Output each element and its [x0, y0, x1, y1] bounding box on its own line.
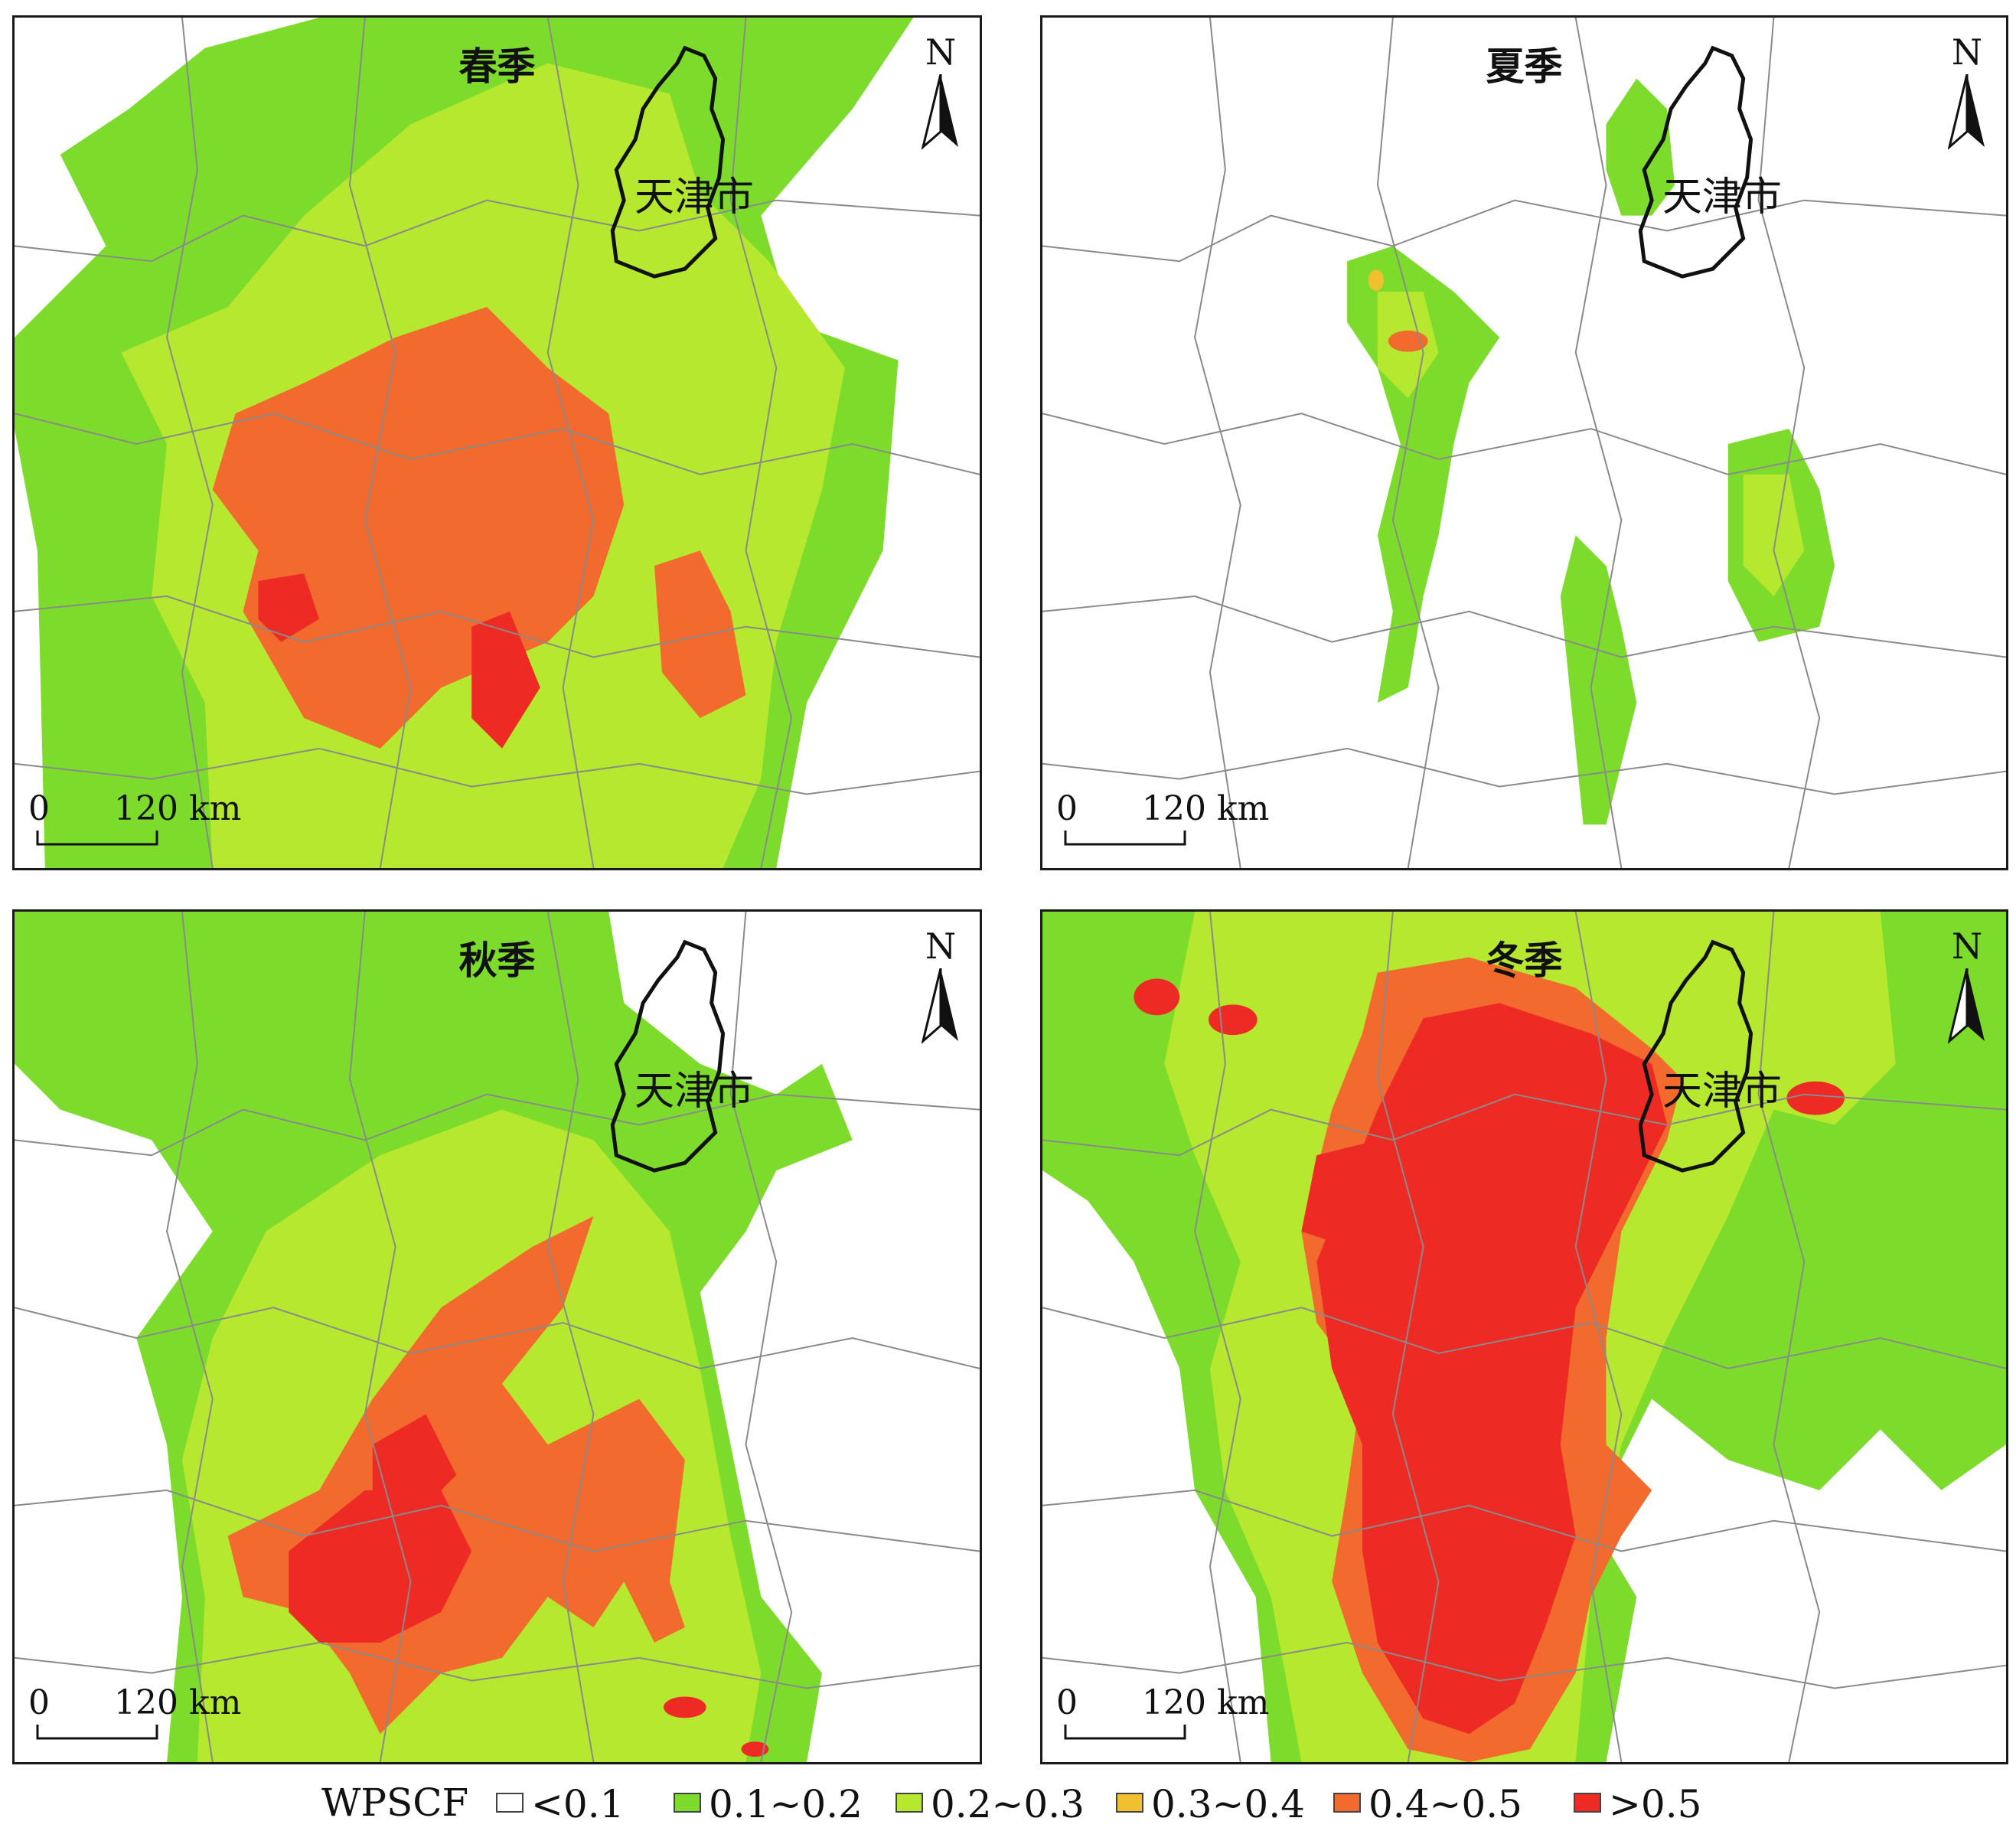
legend: WPSCF <0.1 0.1~0.2 0.2~0.3 0.3~0.4 0.4~0… [0, 1774, 2016, 1836]
legend-label: <0.1 [531, 1782, 625, 1826]
north-arrow-icon [1948, 968, 1985, 1044]
north-arrow-icon [922, 74, 958, 150]
legend-label: 0.3~0.4 [1151, 1782, 1305, 1826]
wpscf-map-summer [1042, 18, 2006, 868]
season-title: 秋季 [458, 938, 536, 983]
season-title: 冬季 [1486, 938, 1563, 983]
legend-label: 0.2~0.3 [931, 1782, 1085, 1826]
legend-label: 0.4~0.5 [1368, 1782, 1522, 1826]
map-panel-autumn: 秋季 天津市 N 0 120 km [12, 909, 982, 1764]
scale-distance: 120 km [1142, 789, 1270, 828]
map-panel-spring: 春季 天津市 N 0 120 km [12, 15, 982, 870]
city-label-tianjin: 天津市 [1662, 175, 1783, 220]
scale-zero: 0 [1056, 789, 1078, 828]
city-label-tianjin: 天津市 [1662, 1069, 1783, 1115]
scale-line [36, 1725, 158, 1740]
north-arrow-icon [922, 968, 958, 1044]
scale-bar: 0 120 km [28, 1683, 241, 1744]
map-panel-winter: 冬季 天津市 N 0 120 km [1040, 909, 2008, 1764]
city-label-tianjin: 天津市 [634, 175, 755, 220]
north-arrow: N [1942, 929, 1992, 1051]
north-letter: N [1951, 31, 1983, 73]
scale-bar: 0 120 km [1056, 1683, 1269, 1744]
legend-label: >0.5 [1609, 1782, 1702, 1826]
scale-zero: 0 [28, 1683, 50, 1722]
scale-distance: 120 km [114, 789, 242, 828]
north-letter: N [925, 925, 957, 967]
wpscf-map-spring [15, 18, 980, 868]
scale-bar: 0 120 km [28, 789, 241, 850]
wpscf-map-winter [1042, 912, 2006, 1762]
north-arrow: N [915, 929, 966, 1051]
scale-zero: 0 [1056, 1683, 1078, 1722]
legend-title: WPSCF [321, 1780, 469, 1825]
legend-swatch [1333, 1793, 1361, 1813]
scale-line [1064, 1725, 1186, 1740]
season-title: 春季 [458, 44, 536, 89]
north-arrow: N [1942, 34, 1992, 157]
north-arrow: N [915, 34, 966, 157]
map-panel-summer: 夏季 天津市 N 0 120 km [1040, 15, 2008, 870]
scale-distance: 120 km [1142, 1683, 1270, 1722]
wpscf-map-autumn [15, 912, 980, 1762]
legend-swatch [1574, 1793, 1601, 1813]
north-letter: N [925, 31, 957, 73]
legend-swatch [674, 1793, 701, 1813]
scale-zero: 0 [28, 789, 50, 828]
scale-bar: 0 120 km [1056, 789, 1269, 850]
north-arrow-icon [1948, 74, 1985, 150]
north-letter: N [1951, 925, 1983, 967]
scale-line [36, 831, 158, 846]
legend-swatch [1116, 1793, 1143, 1813]
scale-line [1064, 831, 1186, 846]
city-label-tianjin: 天津市 [634, 1069, 755, 1115]
legend-swatch [895, 1793, 923, 1813]
season-title: 夏季 [1486, 44, 1563, 89]
legend-label: 0.1~0.2 [709, 1782, 863, 1826]
legend-swatch [496, 1793, 524, 1813]
scale-distance: 120 km [114, 1683, 242, 1722]
